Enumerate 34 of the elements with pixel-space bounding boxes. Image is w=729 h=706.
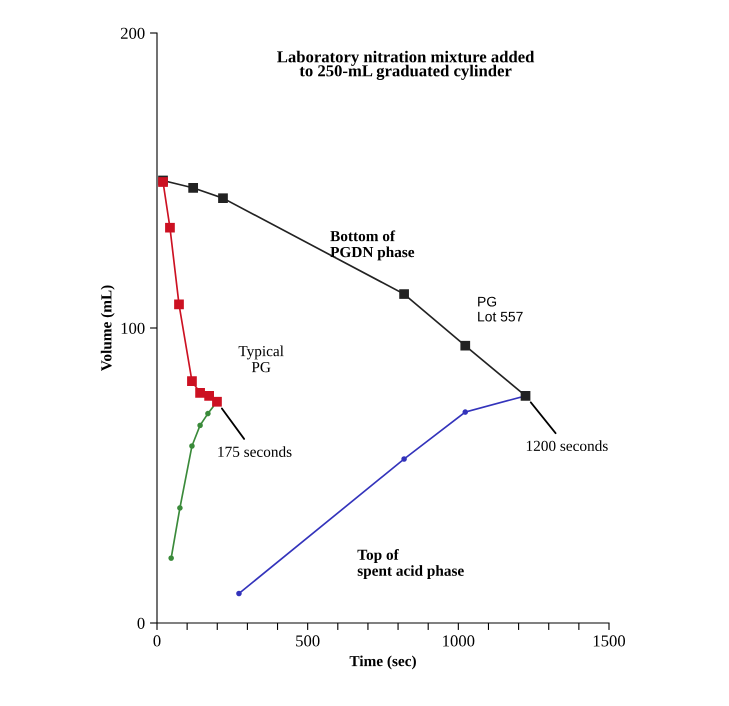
annotation: Typical PG [238, 346, 284, 372]
point [218, 193, 228, 204]
y-axis-title: Volume (mL) [100, 285, 115, 372]
point [462, 409, 468, 415]
point [520, 390, 530, 401]
annotation: PG Lot 557 [478, 296, 523, 322]
point [177, 505, 183, 511]
point [187, 376, 197, 386]
point [165, 222, 175, 233]
point [188, 183, 198, 193]
x-tick-label: 1500 [594, 635, 626, 647]
annotation: 1200 seconds [526, 440, 608, 452]
text: Laboratory nitration mixture added to 250-mL graduated cylinder [277, 50, 534, 80]
y-tick-label: 100 [122, 322, 145, 334]
x-tick-label: 0 [153, 635, 161, 647]
point [189, 443, 195, 449]
y-tick-label: 200 [120, 28, 145, 39]
annotation: Bottom of PGDN phase [330, 230, 414, 260]
point [174, 300, 184, 310]
point [197, 422, 203, 428]
point [460, 340, 470, 351]
point [401, 456, 407, 462]
point [205, 410, 211, 416]
point [399, 289, 409, 299]
annotation: 175 seconds [218, 446, 292, 457]
annotation: Top of spent acid phase [357, 549, 464, 579]
point [204, 390, 214, 401]
x-tick-label: 1000 [443, 635, 474, 647]
x-tick-label: 500 [296, 635, 320, 647]
point [236, 590, 242, 596]
point [195, 388, 205, 398]
x-axis-title: Time (sec) [350, 655, 416, 670]
point [168, 555, 174, 561]
y-tick-label: 0 [137, 618, 145, 629]
